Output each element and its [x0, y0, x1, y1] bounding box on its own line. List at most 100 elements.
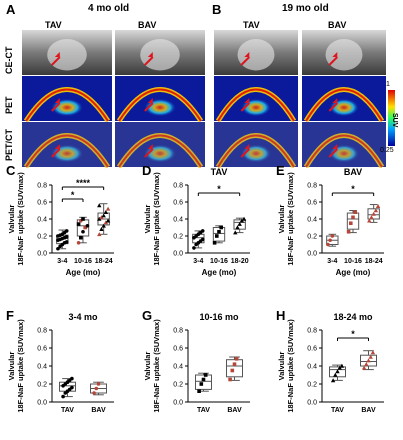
data-point	[349, 221, 353, 226]
x-axis-label: Age (mo)	[336, 268, 371, 277]
y-tick-label: 0.4	[173, 364, 183, 371]
y-axis-label-line1: Valvular	[143, 352, 152, 381]
pet-arch-core	[118, 88, 202, 122]
chart-title: 18-24 mo	[333, 312, 373, 322]
arrow-head	[332, 144, 338, 149]
significance-label: *	[351, 329, 355, 339]
data-point	[369, 215, 374, 220]
data-point	[375, 204, 381, 209]
ct-overlay	[302, 122, 386, 167]
data-point	[228, 377, 232, 382]
y-axis-label-line2: 18F-NaF uptake (SUVmax)	[16, 319, 25, 413]
pet-arch-core	[217, 88, 295, 122]
significance-label: ****	[76, 178, 91, 188]
data-point	[76, 222, 81, 226]
ct-overlay	[214, 122, 298, 167]
y-tick-label: 0.4	[307, 217, 317, 224]
y-axis-label-line2: 18F-NaF uptake (SUVmax)	[152, 172, 161, 266]
arrow-head	[332, 52, 338, 57]
y-tick-label: 0.8	[307, 328, 317, 335]
data-point	[212, 241, 217, 245]
chart-g: G 10-16 mo Valvular 18F-NaF uptake (SUVmax)…	[142, 308, 250, 414]
x-tick-label: 10-16	[344, 258, 362, 265]
x-tick-label: 18-20	[231, 258, 249, 265]
significance-label: *	[71, 190, 75, 200]
data-point	[85, 224, 90, 228]
x-tick-label: 18-24	[365, 258, 383, 265]
y-axis-label-line1: Valvular	[7, 205, 16, 234]
data-point	[239, 218, 245, 223]
panel-letter-a: A	[6, 2, 16, 17]
data-point	[101, 223, 106, 228]
data-point	[99, 227, 104, 231]
x-tick-label: 3-4	[327, 258, 337, 265]
panel-letter-e: E	[276, 163, 285, 178]
data-point	[328, 238, 332, 243]
arrow-indicator	[144, 148, 154, 158]
y-tick-label: 0.6	[173, 200, 183, 207]
arrow-head	[244, 52, 250, 57]
ct-overlay	[115, 122, 205, 167]
x-tick-label: 3-4	[57, 258, 67, 265]
data-point	[64, 235, 69, 239]
data-point	[373, 208, 379, 213]
x-tick-label: TAV	[61, 407, 74, 414]
data-point	[200, 237, 205, 242]
y-tick-label: 0.2	[307, 382, 317, 389]
arrow-indicator	[240, 148, 250, 158]
x-axis-label: Age (mo)	[66, 268, 101, 277]
data-point	[366, 358, 371, 363]
y-tick-label: 0.6	[307, 200, 317, 207]
significance-label: *	[351, 184, 355, 194]
y-axis-label-line1: Valvular	[7, 352, 16, 381]
data-point	[81, 217, 85, 221]
data-point	[368, 354, 373, 359]
panel-letter-g: G	[142, 308, 152, 323]
data-point	[103, 220, 109, 225]
data-point	[215, 234, 219, 238]
arrow-indicator	[328, 56, 338, 66]
arrow-indicator	[144, 56, 154, 66]
chart-title: 3-4 mo	[68, 312, 98, 322]
data-point	[219, 225, 223, 230]
arrow-indicator	[51, 56, 61, 66]
y-tick-label: 0.6	[307, 346, 317, 353]
y-tick-label: 0.6	[37, 346, 47, 353]
y-tick-label: 0.0	[307, 400, 317, 407]
arrow-indicator	[328, 102, 338, 112]
data-point	[330, 378, 336, 383]
data-point	[103, 210, 109, 214]
data-point	[339, 363, 345, 368]
chart-e: E BAV Valvular 18F-NaF uptake (SUVmax) 0.0 0.…	[276, 163, 384, 277]
panel-letter-d: D	[142, 163, 151, 178]
data-point	[367, 218, 372, 223]
box-iqr	[195, 374, 212, 390]
data-point	[64, 240, 69, 244]
x-tick-label: TAV	[331, 407, 344, 414]
data-point	[233, 230, 238, 235]
arrow-indicator	[144, 102, 154, 112]
data-point	[326, 242, 330, 247]
x-tick-label: BAV	[91, 407, 106, 414]
y-axis-label-line2: 18F-NaF uptake (SUVmax)	[286, 319, 295, 413]
heart-shadow	[237, 39, 275, 71]
x-tick-label: BAV	[361, 407, 376, 414]
panel-letter-h: H	[276, 308, 285, 323]
data-point	[96, 382, 101, 386]
panel-b-title: 19 mo old	[282, 3, 329, 14]
data-point	[353, 210, 357, 214]
data-point	[70, 385, 74, 390]
y-tick-label: 0.4	[307, 364, 317, 371]
x-tick-label: 18-24	[95, 258, 113, 265]
y-tick-label: 0.4	[173, 217, 183, 224]
data-point	[330, 234, 335, 238]
y-tick-label: 0.0	[37, 251, 47, 258]
panel-letter-c: C	[6, 163, 16, 178]
data-point	[333, 372, 338, 377]
y-tick-label: 0.2	[173, 234, 183, 241]
data-point	[232, 362, 237, 366]
x-tick-label: 3-4	[193, 258, 203, 265]
chart-c: C Valvular 18F-NaF uptake (SUVmax) 0.0 0.2 0.…	[6, 163, 114, 277]
panel-a-col-tav: TAV	[45, 20, 62, 30]
